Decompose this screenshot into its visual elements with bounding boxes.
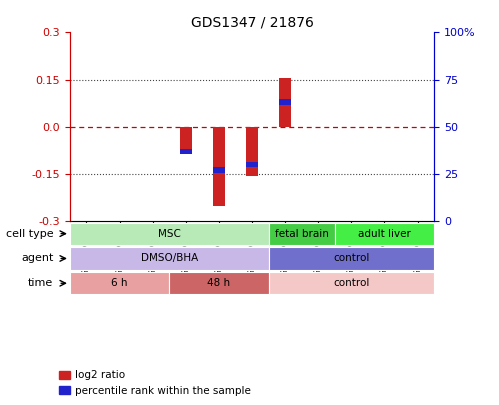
Text: agent: agent: [21, 254, 53, 264]
Bar: [180, 149, 192, 154]
Bar: [279, 100, 291, 105]
Text: 6 h: 6 h: [111, 278, 128, 288]
Text: cell type: cell type: [5, 229, 53, 239]
Text: fetal brain: fetal brain: [275, 229, 329, 239]
Text: DMSO/BHA: DMSO/BHA: [141, 254, 198, 264]
Text: control: control: [333, 278, 370, 288]
Bar: [180, 127, 192, 149]
Bar: [213, 127, 225, 206]
Text: adult liver: adult liver: [358, 229, 411, 239]
Bar: [246, 162, 258, 167]
Title: GDS1347 / 21876: GDS1347 / 21876: [191, 16, 313, 30]
Text: control: control: [333, 254, 370, 264]
Bar: [70, 272, 169, 294]
Text: time: time: [28, 278, 53, 288]
Bar: [246, 127, 258, 176]
Bar: [70, 247, 268, 270]
Bar: [169, 272, 268, 294]
Bar: [268, 272, 434, 294]
Bar: [335, 222, 434, 245]
Bar: [70, 222, 268, 245]
Text: MSC: MSC: [158, 229, 181, 239]
Bar: [279, 78, 291, 127]
Text: 48 h: 48 h: [207, 278, 231, 288]
Bar: [213, 167, 225, 173]
Bar: [268, 222, 335, 245]
Legend: log2 ratio, percentile rank within the sample: log2 ratio, percentile rank within the s…: [55, 366, 255, 400]
Bar: [268, 247, 434, 270]
